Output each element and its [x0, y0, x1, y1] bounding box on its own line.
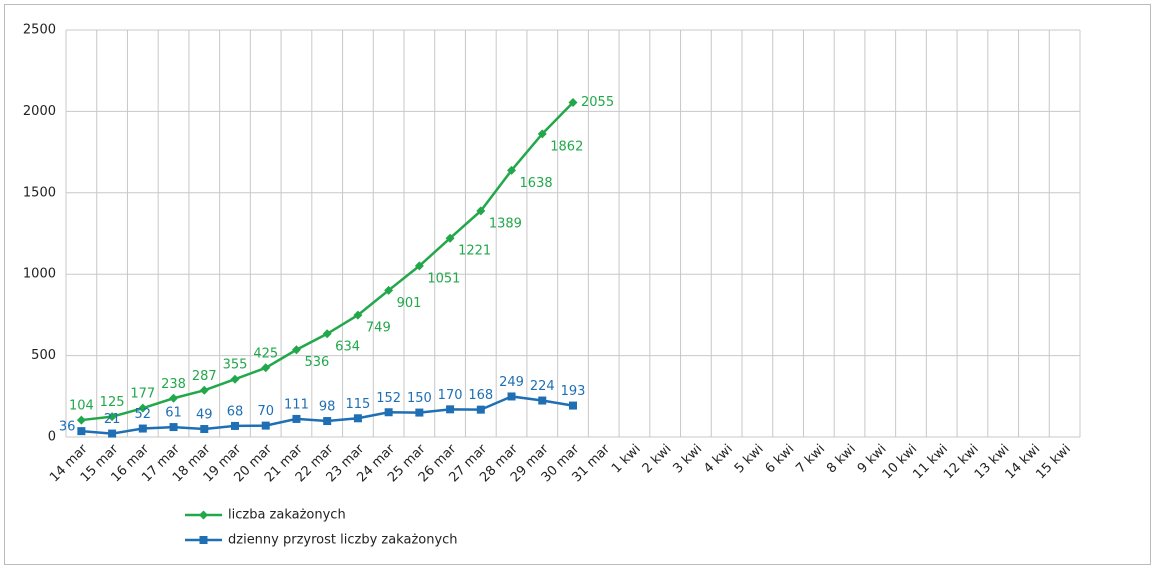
- point: [476, 405, 485, 414]
- point: [261, 363, 271, 373]
- data-label: 68: [227, 404, 244, 419]
- data-label: 1221: [458, 244, 491, 259]
- point: [507, 392, 516, 401]
- data-label: 52: [135, 407, 152, 422]
- point: [538, 396, 547, 405]
- point: [476, 206, 486, 216]
- point: [231, 421, 239, 430]
- point: [537, 129, 547, 139]
- data-label: 238: [161, 377, 186, 392]
- data-label: 355: [223, 358, 248, 373]
- point: [445, 233, 455, 243]
- data-label: 2055: [581, 95, 614, 110]
- data-label: 249: [499, 375, 524, 390]
- data-label: 1638: [520, 176, 553, 191]
- data-label: 177: [130, 387, 155, 402]
- y-tick-label: 2000: [23, 104, 56, 119]
- data-label: 287: [192, 369, 217, 384]
- point: [384, 285, 394, 295]
- data-label: 115: [345, 397, 370, 412]
- point: [261, 421, 270, 430]
- data-label: 224: [530, 379, 555, 394]
- point: [169, 393, 179, 403]
- data-label: 70: [257, 404, 274, 419]
- data-label: 125: [100, 395, 125, 410]
- point: [507, 165, 517, 175]
- point: [199, 385, 209, 395]
- point: [414, 261, 424, 271]
- y-tick-label: 2500: [23, 23, 56, 38]
- data-label: 150: [407, 391, 432, 406]
- y-tick-label: 1500: [23, 185, 56, 200]
- data-label: 634: [335, 339, 360, 354]
- data-label: 425: [253, 346, 278, 361]
- point: [138, 403, 148, 413]
- data-label: 104: [69, 399, 94, 414]
- point: [138, 424, 147, 433]
- point: [353, 310, 363, 320]
- point: [76, 415, 86, 425]
- data-label: 111: [284, 397, 309, 412]
- data-label: 98: [319, 400, 336, 415]
- point: [322, 329, 332, 339]
- data-label: 536: [304, 355, 329, 370]
- point: [292, 414, 301, 423]
- y-tick-label: 0: [48, 430, 56, 445]
- data-label: 152: [376, 391, 401, 406]
- data-label: 36: [59, 420, 76, 435]
- point: [446, 405, 455, 414]
- data-label: 168: [468, 388, 493, 403]
- data-label: 170: [438, 388, 463, 403]
- point: [323, 417, 332, 426]
- point: [107, 412, 117, 422]
- legend-label: liczba zakażonych: [228, 508, 346, 523]
- data-label: 61: [165, 406, 182, 421]
- legend-label: dzienny przyrost liczby zakażonych: [228, 533, 458, 548]
- point: [569, 401, 577, 410]
- data-label: 1862: [550, 139, 583, 154]
- data-label: 1389: [489, 216, 522, 231]
- data-label: 749: [366, 321, 391, 336]
- data-label: 193: [561, 384, 586, 399]
- data-label: 21: [104, 412, 121, 427]
- point: [353, 414, 362, 423]
- point: [199, 536, 208, 544]
- data-label: 1051: [427, 271, 460, 286]
- point: [384, 408, 393, 417]
- point: [230, 374, 240, 384]
- point: [415, 408, 424, 417]
- point: [77, 427, 86, 436]
- point: [199, 510, 208, 520]
- y-tick-label: 500: [31, 348, 56, 363]
- point: [169, 423, 178, 432]
- point: [568, 97, 578, 107]
- chart-border: [4, 4, 1151, 565]
- data-label: 901: [397, 296, 422, 311]
- point: [200, 425, 209, 434]
- point: [291, 345, 301, 355]
- data-label: 49: [196, 408, 213, 423]
- y-tick-label: 1000: [23, 267, 56, 282]
- point: [108, 429, 117, 438]
